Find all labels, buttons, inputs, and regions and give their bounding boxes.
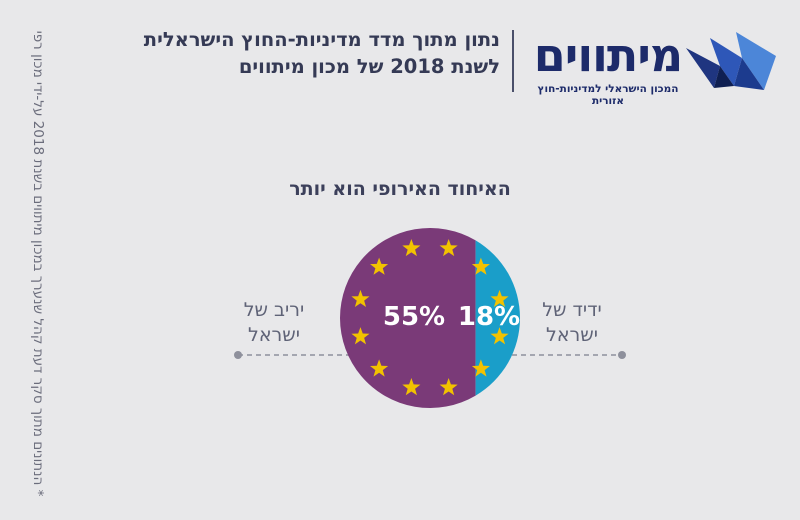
eu-star-icon [490,289,509,308]
mitvim-logo: מיתווים המכון הישראלי למדיניות-חוץ אזורי… [528,28,778,107]
slice-friend [475,240,520,396]
eu-star-icon [439,238,458,257]
eu-star-icon [370,257,389,275]
eu-star-icon [439,378,458,396]
logo-birds-icon [686,32,776,90]
eu-star-icon [490,327,509,345]
foe-label: יריב של ישראל [243,299,305,346]
eu-star-icon [370,359,389,377]
eu-star-icon [402,378,421,396]
title-line-1: נתון מתוך מדד מדיניות-החוץ הישראלית [143,28,500,51]
foe-percent-label: 55% [382,302,446,332]
logo-wordmark: מיתווים [533,28,683,82]
connector-dot-left [234,351,242,359]
connector-dot-right [618,351,626,359]
friend-label: ידיד של ישראל [542,299,602,346]
eu-star-icon [471,257,490,275]
eu-star-icon [402,238,421,257]
slice-foe [340,228,476,408]
page-title: נתון מתוך מדד מדיניות-החוץ הישראלית לשנת… [100,26,500,80]
eu-star-icon [471,359,490,377]
eu-star-icon [351,327,370,345]
eu-star-icon [351,289,370,308]
survey-footnote: * הנתונים מתוך סקר דעת קהל שנערך במכון מ… [30,26,46,496]
chart-title: האיחוד האירופי הוא יותר [289,178,511,200]
title-divider [512,30,514,92]
logo-tagline: המכון הישראלי למדיניות-חוץ אזורית [537,83,679,107]
friend-percent-label: 18% [457,302,521,332]
title-line-2: לשנת 2018 של מכון מיתווים [238,55,500,78]
